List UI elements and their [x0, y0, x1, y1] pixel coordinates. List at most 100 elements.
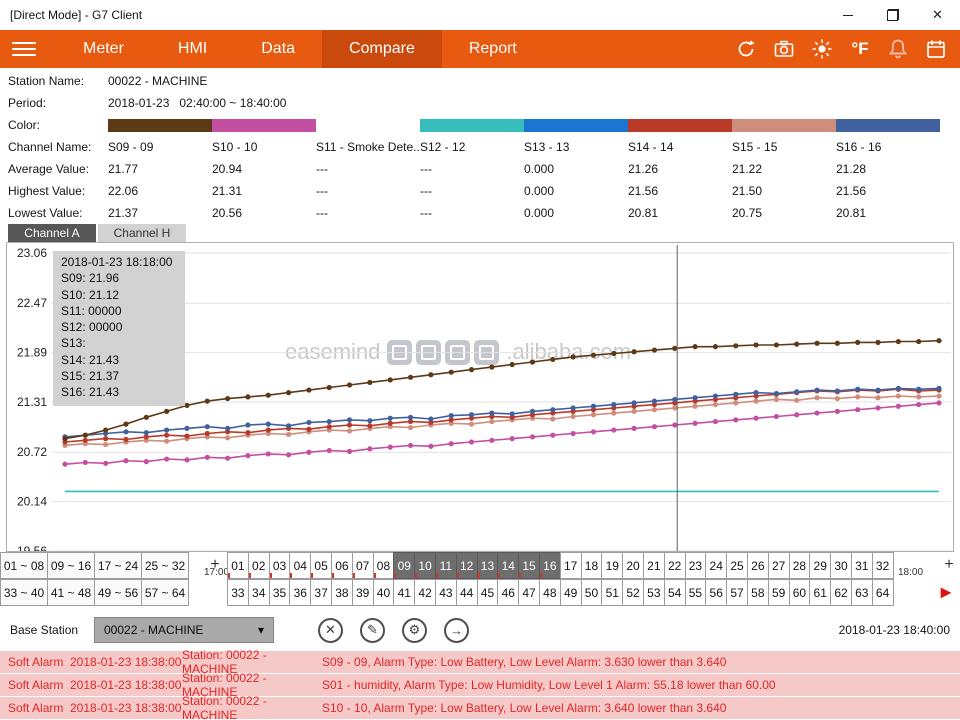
- channel-cell-26[interactable]: 26: [747, 552, 769, 579]
- edit-icon[interactable]: ✎: [360, 618, 385, 643]
- channel-cell-56[interactable]: 56: [705, 579, 727, 606]
- channel-cell-53[interactable]: 53: [643, 579, 665, 606]
- camera-icon[interactable]: [772, 37, 796, 61]
- close-button[interactable]: ✕: [915, 0, 960, 30]
- channel-cell-49[interactable]: 49: [560, 579, 582, 606]
- channel-cell-64[interactable]: 64: [872, 579, 894, 606]
- channel-cell-61[interactable]: 61: [809, 579, 831, 606]
- channel-cell-52[interactable]: 52: [622, 579, 644, 606]
- brightness-icon[interactable]: [810, 37, 834, 61]
- zoom-in-right-button[interactable]: +: [940, 554, 958, 576]
- calendar-icon[interactable]: [924, 37, 948, 61]
- export-icon[interactable]: →: [444, 618, 469, 643]
- channel-cell-01[interactable]: 01: [227, 552, 249, 579]
- menu-icon[interactable]: [12, 42, 36, 56]
- range-button-57-64[interactable]: 57 ~ 64: [141, 579, 189, 606]
- channel-cell-41[interactable]: 41: [393, 579, 415, 606]
- channel-cell-34[interactable]: 34: [248, 579, 270, 606]
- channel-cell-11[interactable]: 11: [435, 552, 457, 579]
- maximize-restore-button[interactable]: [870, 0, 915, 30]
- channel-cell-03[interactable]: 03: [269, 552, 291, 579]
- channel-cell-20[interactable]: 20: [622, 552, 644, 579]
- alarm-row[interactable]: Soft Alarm2018-01-23 18:38:00Station: 00…: [0, 697, 960, 719]
- trend-chart[interactable]: easemind .alibaba.com 23.0622.4721.8921.…: [6, 242, 954, 552]
- channel-cell-58[interactable]: 58: [747, 579, 769, 606]
- nav-tab-meter[interactable]: Meter: [56, 30, 151, 68]
- channel-cell-55[interactable]: 55: [685, 579, 707, 606]
- base-station-dropdown[interactable]: 00022 - MACHINE ▾: [94, 617, 274, 643]
- channel-cell-60[interactable]: 60: [789, 579, 811, 606]
- channel-cell-17[interactable]: 17: [560, 552, 582, 579]
- channel-cell-59[interactable]: 59: [768, 579, 790, 606]
- clear-icon[interactable]: ✕: [318, 618, 343, 643]
- channel-cell-21[interactable]: 21: [643, 552, 665, 579]
- channel-cell-28[interactable]: 28: [789, 552, 811, 579]
- channel-cell-22[interactable]: 22: [664, 552, 686, 579]
- channel-cell-24[interactable]: 24: [705, 552, 727, 579]
- nav-tab-compare[interactable]: Compare: [322, 30, 442, 68]
- minimize-button[interactable]: [825, 0, 870, 30]
- channel-cell-27[interactable]: 27: [768, 552, 790, 579]
- channel-cell-38[interactable]: 38: [331, 579, 353, 606]
- range-button-01-08[interactable]: 01 ~ 08: [0, 552, 48, 579]
- channel-cell-51[interactable]: 51: [601, 579, 623, 606]
- tab-channel-a[interactable]: Channel A: [8, 224, 96, 242]
- channel-cell-07[interactable]: 07: [352, 552, 374, 579]
- channel-cell-16[interactable]: 16: [539, 552, 561, 579]
- channel-cell-46[interactable]: 46: [497, 579, 519, 606]
- channel-cell-44[interactable]: 44: [456, 579, 478, 606]
- channel-cell-18[interactable]: 18: [581, 552, 603, 579]
- channel-cell-15[interactable]: 15: [518, 552, 540, 579]
- channel-cell-14[interactable]: 14: [497, 552, 519, 579]
- range-button-49-56[interactable]: 49 ~ 56: [94, 579, 142, 606]
- channel-cell-10[interactable]: 10: [414, 552, 436, 579]
- fahrenheit-toggle[interactable]: °F: [848, 37, 872, 61]
- channel-cell-35[interactable]: 35: [269, 579, 291, 606]
- channel-cell-04[interactable]: 04: [289, 552, 311, 579]
- channel-cell-13[interactable]: 13: [477, 552, 499, 579]
- channel-cell-62[interactable]: 62: [830, 579, 852, 606]
- tab-channel-h[interactable]: Channel H: [98, 224, 186, 242]
- nav-tab-report[interactable]: Report: [442, 30, 544, 68]
- channel-cell-32[interactable]: 32: [872, 552, 894, 579]
- range-button-25-32[interactable]: 25 ~ 32: [141, 552, 189, 579]
- channel-cell-08[interactable]: 08: [373, 552, 395, 579]
- channel-cell-09[interactable]: 09: [393, 552, 415, 579]
- channel-cell-40[interactable]: 40: [373, 579, 395, 606]
- channel-cell-25[interactable]: 25: [726, 552, 748, 579]
- channel-cell-33[interactable]: 33: [227, 579, 249, 606]
- channel-cell-42[interactable]: 42: [414, 579, 436, 606]
- nav-tab-hmi[interactable]: HMI: [151, 30, 234, 68]
- channel-cell-29[interactable]: 29: [809, 552, 831, 579]
- range-button-33-40[interactable]: 33 ~ 40: [0, 579, 48, 606]
- play-arrow-icon[interactable]: ►: [937, 582, 955, 603]
- channel-cell-45[interactable]: 45: [477, 579, 499, 606]
- sync-icon[interactable]: [734, 37, 758, 61]
- channel-cell-50[interactable]: 50: [581, 579, 603, 606]
- channel-cell-57[interactable]: 57: [726, 579, 748, 606]
- channel-cell-63[interactable]: 63: [851, 579, 873, 606]
- channel-cell-39[interactable]: 39: [352, 579, 374, 606]
- alarm-row[interactable]: Soft Alarm2018-01-23 18:38:00Station: 00…: [0, 674, 960, 696]
- channel-cell-12[interactable]: 12: [456, 552, 478, 579]
- range-button-41-48[interactable]: 41 ~ 48: [47, 579, 95, 606]
- channel-cell-02[interactable]: 02: [248, 552, 270, 579]
- channel-cell-06[interactable]: 06: [331, 552, 353, 579]
- channel-cell-36[interactable]: 36: [289, 579, 311, 606]
- channel-cell-19[interactable]: 19: [601, 552, 623, 579]
- channel-cell-31[interactable]: 31: [851, 552, 873, 579]
- channel-cell-47[interactable]: 47: [518, 579, 540, 606]
- channel-cell-54[interactable]: 54: [664, 579, 686, 606]
- channel-cell-37[interactable]: 37: [310, 579, 332, 606]
- range-button-17-24[interactable]: 17 ~ 24: [94, 552, 142, 579]
- range-button-09-16[interactable]: 09 ~ 16: [47, 552, 95, 579]
- alarm-row[interactable]: Soft Alarm2018-01-23 18:38:00Station: 00…: [0, 651, 960, 673]
- channel-cell-05[interactable]: 05: [310, 552, 332, 579]
- channel-cell-23[interactable]: 23: [685, 552, 707, 579]
- settings-icon[interactable]: ⚙: [402, 618, 427, 643]
- channel-cell-30[interactable]: 30: [830, 552, 852, 579]
- nav-tab-data[interactable]: Data: [234, 30, 322, 68]
- channel-cell-43[interactable]: 43: [435, 579, 457, 606]
- channel-cell-48[interactable]: 48: [539, 579, 561, 606]
- alarm-bell-icon[interactable]: [886, 37, 910, 61]
